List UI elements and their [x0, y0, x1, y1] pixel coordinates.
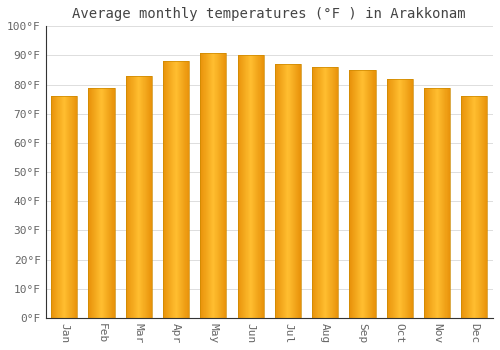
Bar [200, 52, 226, 318]
Bar [387, 79, 413, 318]
Title: Average monthly temperatures (°F ) in Arakkonam: Average monthly temperatures (°F ) in Ar… [72, 7, 466, 21]
Bar [88, 88, 115, 318]
Bar [238, 55, 264, 318]
Bar [312, 67, 338, 318]
Bar [424, 88, 450, 318]
Bar [51, 96, 78, 318]
Bar [462, 96, 487, 318]
Bar [163, 61, 189, 318]
Bar [350, 70, 376, 318]
Bar [275, 64, 301, 318]
Bar [126, 76, 152, 318]
